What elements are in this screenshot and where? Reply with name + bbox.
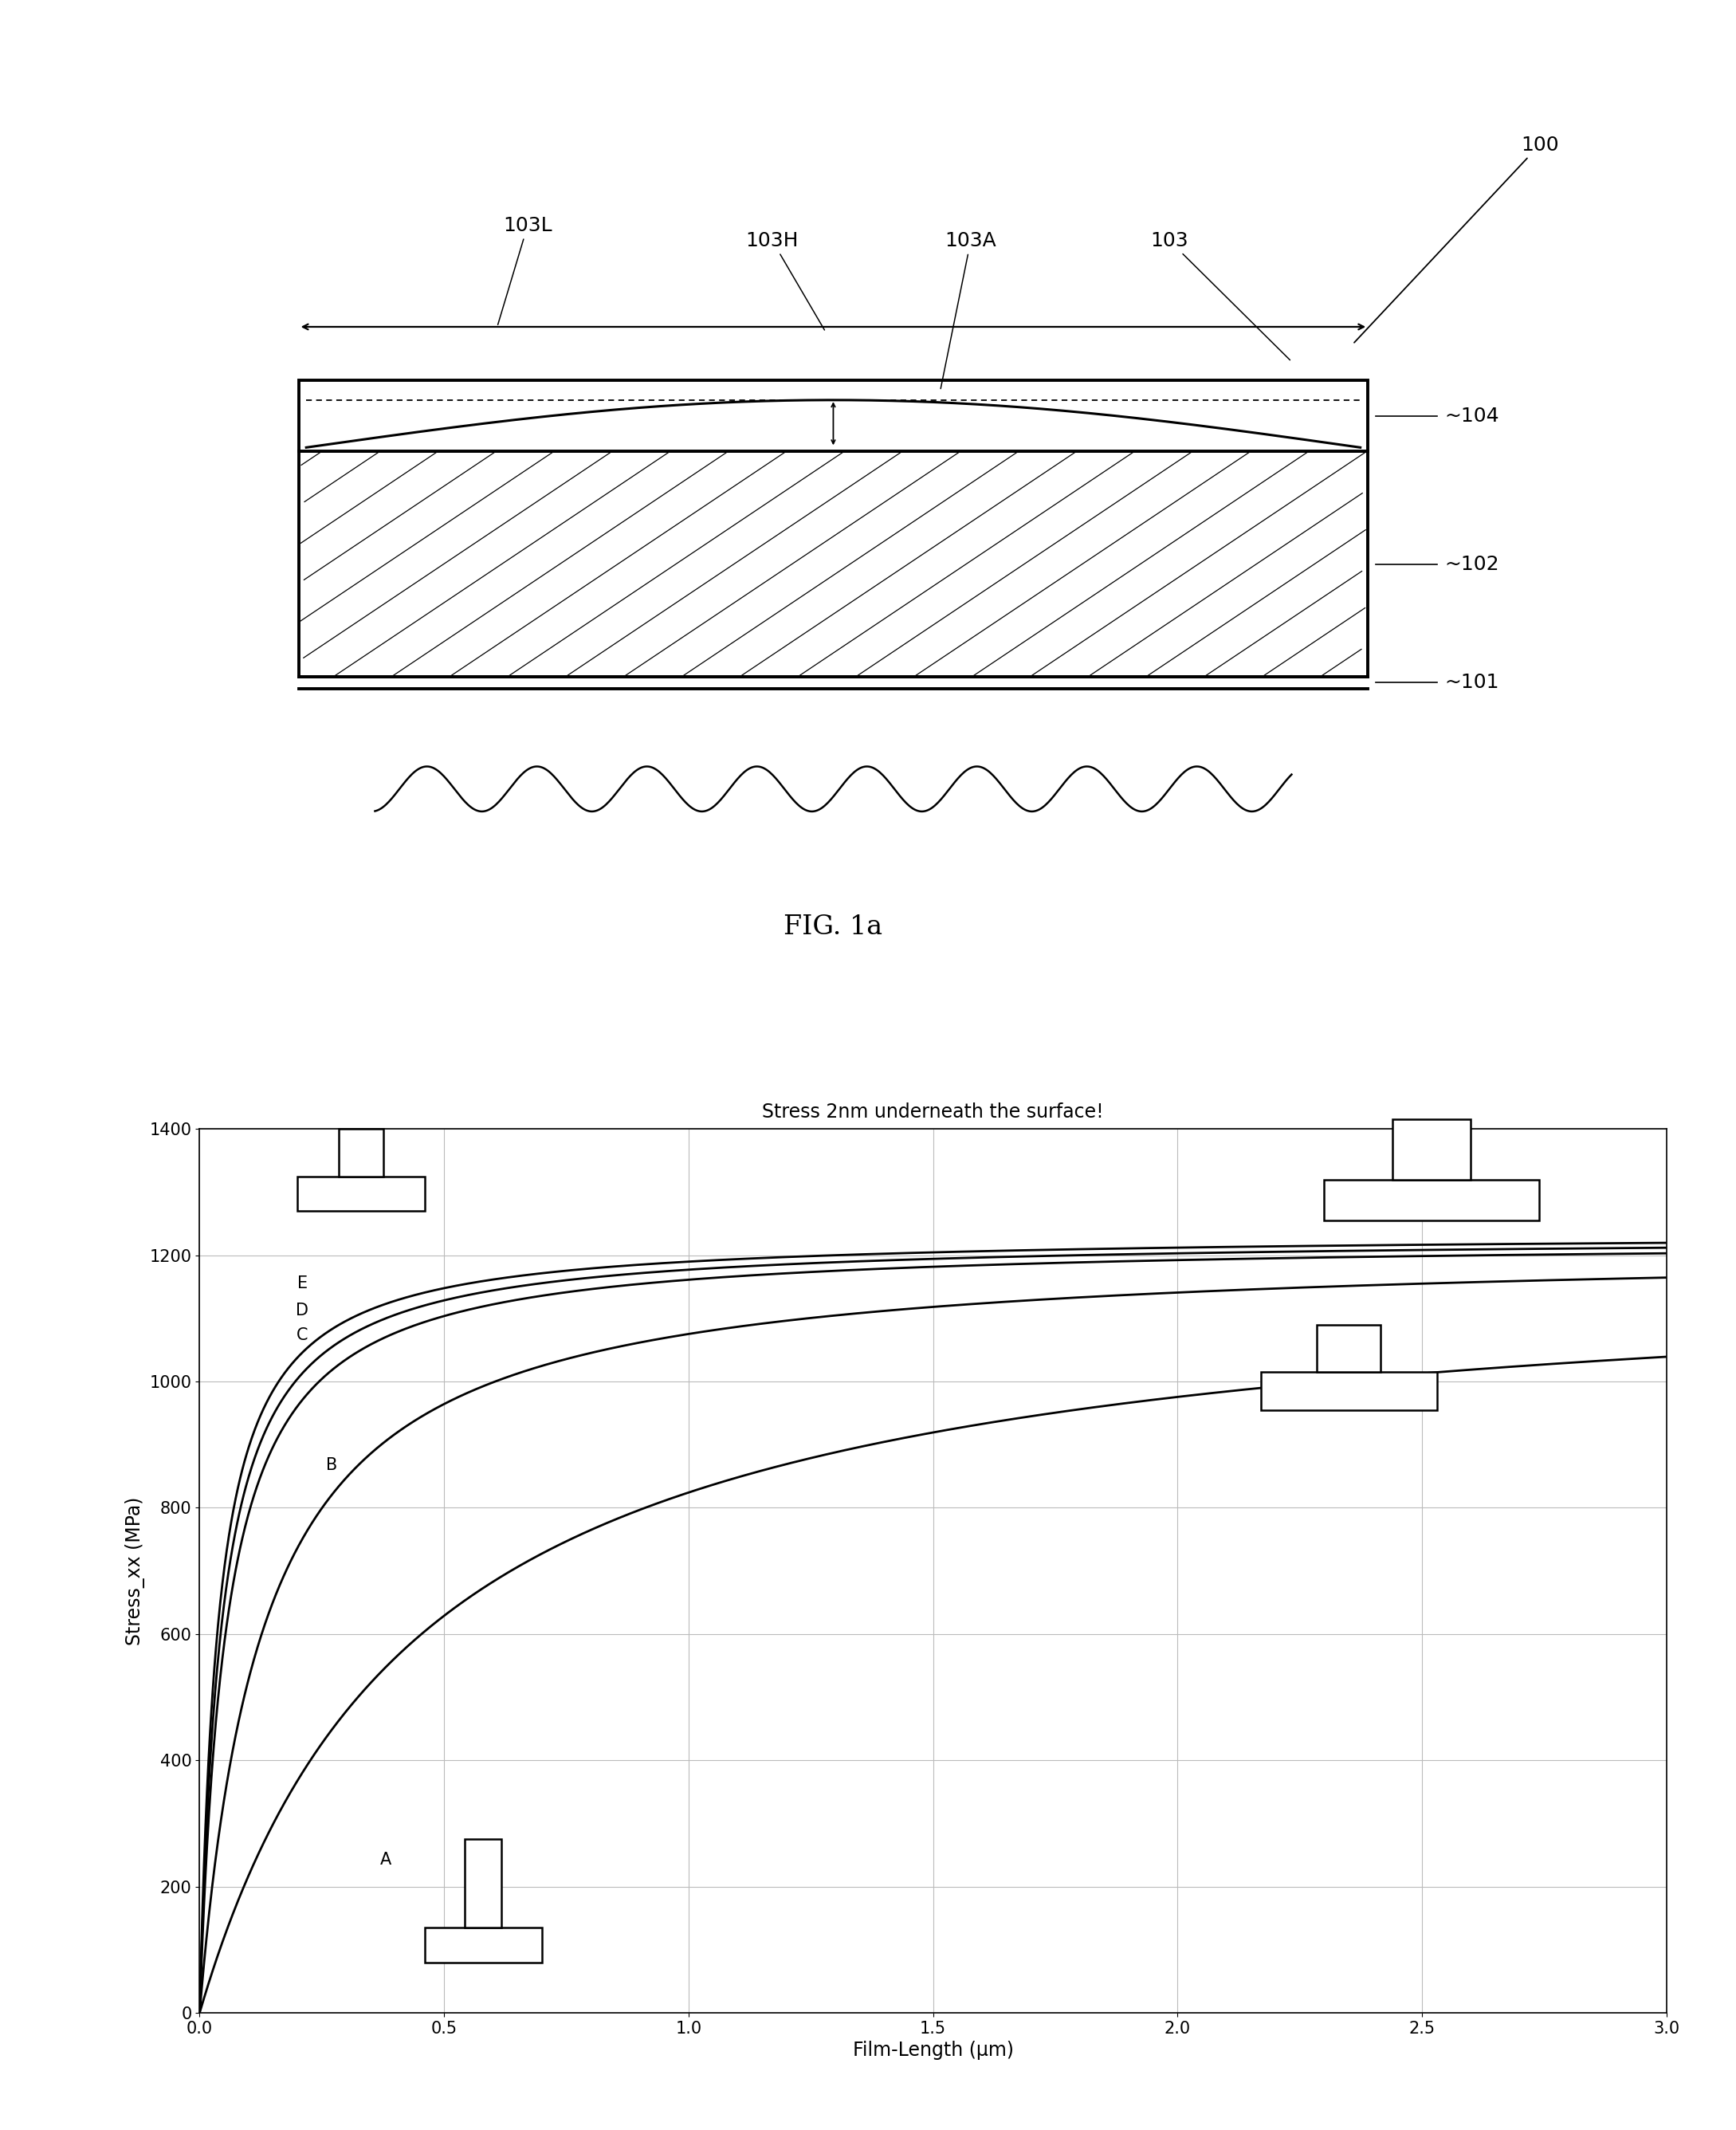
Text: D: D (295, 1301, 309, 1318)
Text: 103A: 103A (941, 230, 996, 388)
Text: A: A (380, 1851, 391, 1868)
X-axis label: Film-Length (μm): Film-Length (μm) (852, 2041, 1014, 2060)
Text: 103H: 103H (746, 230, 825, 330)
Title: Stress 2nm underneath the surface!: Stress 2nm underneath the surface! (762, 1103, 1104, 1123)
Text: E: E (297, 1276, 307, 1291)
Bar (299, 452, 1368, 677)
Text: 103: 103 (1151, 230, 1290, 360)
Bar (1325, 1180, 1540, 1220)
Text: ~101: ~101 (1444, 673, 1498, 692)
Y-axis label: Stress_xx (MPa): Stress_xx (MPa) (125, 1497, 146, 1644)
Text: 103L: 103L (498, 215, 552, 324)
Bar (299, 379, 1368, 452)
Text: FIG. 1a: FIG. 1a (785, 914, 882, 939)
Bar (297, 1176, 425, 1212)
Bar (1318, 1325, 1380, 1372)
Bar (1392, 1120, 1470, 1180)
Bar (339, 1129, 384, 1176)
Text: C: C (297, 1327, 307, 1344)
Bar (1260, 1372, 1437, 1410)
Text: ~102: ~102 (1444, 554, 1500, 573)
Text: 100: 100 (1354, 136, 1559, 343)
Text: ~104: ~104 (1444, 407, 1500, 426)
Text: B: B (326, 1457, 337, 1474)
Bar (425, 1928, 542, 1962)
Bar (465, 1838, 502, 1928)
